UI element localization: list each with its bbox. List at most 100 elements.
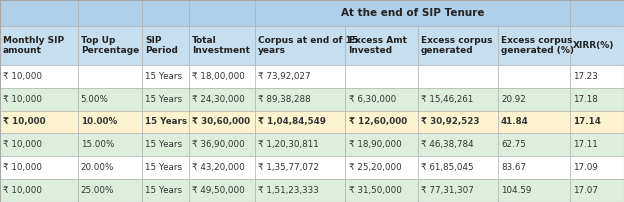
Text: 17.11: 17.11 [573, 140, 598, 149]
Bar [417, 133, 498, 156]
Bar [77, 26, 142, 65]
Text: 17.23: 17.23 [573, 72, 598, 81]
Text: ₹ 61,85,045: ₹ 61,85,045 [421, 163, 474, 172]
Text: ₹ 15,46,261: ₹ 15,46,261 [421, 95, 473, 104]
Text: ₹ 18,00,000: ₹ 18,00,000 [192, 72, 245, 81]
Bar [498, 133, 570, 156]
Bar [189, 179, 255, 202]
Bar [255, 156, 346, 179]
Text: 15 Years: 15 Years [145, 163, 182, 172]
Bar [142, 26, 189, 65]
Bar [255, 26, 346, 65]
Text: Excess Amt
Invested: Excess Amt Invested [349, 36, 407, 55]
Bar [0, 156, 77, 179]
Text: At the end of SIP Tenure: At the end of SIP Tenure [341, 8, 484, 18]
Bar [255, 88, 346, 110]
Text: Total
Investment: Total Investment [192, 36, 250, 55]
Text: XIRR(%): XIRR(%) [573, 41, 615, 50]
Bar [498, 179, 570, 202]
Bar [77, 0, 142, 26]
Bar [417, 26, 498, 65]
Bar [142, 65, 189, 88]
Text: ₹ 1,51,23,333: ₹ 1,51,23,333 [258, 186, 319, 195]
Text: ₹ 10,000: ₹ 10,000 [3, 163, 42, 172]
Bar [189, 26, 255, 65]
Bar [417, 65, 498, 88]
Text: ₹ 31,50,000: ₹ 31,50,000 [349, 186, 401, 195]
Bar [189, 88, 255, 110]
Text: 15 Years: 15 Years [145, 117, 187, 126]
Text: ₹ 12,60,000: ₹ 12,60,000 [349, 117, 407, 126]
Text: 15 Years: 15 Years [145, 186, 182, 195]
Text: 104.59: 104.59 [501, 186, 532, 195]
Bar [570, 179, 624, 202]
Bar [570, 0, 624, 26]
Bar [0, 88, 77, 110]
Bar [255, 110, 346, 133]
Bar [77, 88, 142, 110]
Text: ₹ 46,38,784: ₹ 46,38,784 [421, 140, 474, 149]
Bar [142, 133, 189, 156]
Text: 17.07: 17.07 [573, 186, 598, 195]
Bar [142, 110, 189, 133]
Text: 17.14: 17.14 [573, 117, 601, 126]
Bar [189, 65, 255, 88]
Bar [346, 179, 417, 202]
Text: ₹ 49,50,000: ₹ 49,50,000 [192, 186, 245, 195]
Text: 15 Years: 15 Years [145, 140, 182, 149]
Text: Corpus at end of 15
years: Corpus at end of 15 years [258, 36, 358, 55]
Text: ₹ 24,30,000: ₹ 24,30,000 [192, 95, 245, 104]
Bar [498, 88, 570, 110]
Text: 15 Years: 15 Years [145, 72, 182, 81]
Bar [0, 133, 77, 156]
Bar [0, 179, 77, 202]
Bar [498, 156, 570, 179]
Text: ₹ 30,92,523: ₹ 30,92,523 [421, 117, 479, 126]
Text: ₹ 1,20,30,811: ₹ 1,20,30,811 [258, 140, 319, 149]
Bar [346, 65, 417, 88]
Bar [77, 65, 142, 88]
Text: ₹ 43,20,000: ₹ 43,20,000 [192, 163, 245, 172]
Text: SIP
Period: SIP Period [145, 36, 178, 55]
Bar [498, 65, 570, 88]
Bar [346, 26, 417, 65]
Bar [255, 65, 346, 88]
Text: ₹ 10,000: ₹ 10,000 [3, 117, 46, 126]
Text: 17.09: 17.09 [573, 163, 598, 172]
Bar [142, 156, 189, 179]
Bar [142, 179, 189, 202]
Bar [0, 110, 77, 133]
Bar [346, 110, 417, 133]
Bar [570, 26, 624, 65]
Text: ₹ 36,90,000: ₹ 36,90,000 [192, 140, 245, 149]
Bar [77, 133, 142, 156]
Bar [346, 156, 417, 179]
Text: 5.00%: 5.00% [80, 95, 109, 104]
Bar [498, 26, 570, 65]
Bar [0, 65, 77, 88]
Text: Monthly SIP
amount: Monthly SIP amount [3, 36, 64, 55]
Bar [189, 0, 255, 26]
Bar [255, 0, 570, 26]
Text: ₹ 1,04,84,549: ₹ 1,04,84,549 [258, 117, 326, 126]
Bar [570, 156, 624, 179]
Bar [0, 26, 77, 65]
Text: ₹ 73,92,027: ₹ 73,92,027 [258, 72, 311, 81]
Bar [417, 110, 498, 133]
Bar [417, 179, 498, 202]
Bar [570, 65, 624, 88]
Bar [570, 133, 624, 156]
Text: ₹ 10,000: ₹ 10,000 [3, 140, 42, 149]
Bar [0, 0, 77, 26]
Bar [189, 110, 255, 133]
Bar [189, 156, 255, 179]
Text: 25.00%: 25.00% [80, 186, 114, 195]
Bar [255, 133, 346, 156]
Text: Excess corpus
generated (%): Excess corpus generated (%) [501, 36, 574, 55]
Text: ₹ 89,38,288: ₹ 89,38,288 [258, 95, 311, 104]
Bar [189, 133, 255, 156]
Bar [77, 156, 142, 179]
Bar [346, 88, 417, 110]
Text: ₹ 30,60,000: ₹ 30,60,000 [192, 117, 250, 126]
Text: ₹ 77,31,307: ₹ 77,31,307 [421, 186, 474, 195]
